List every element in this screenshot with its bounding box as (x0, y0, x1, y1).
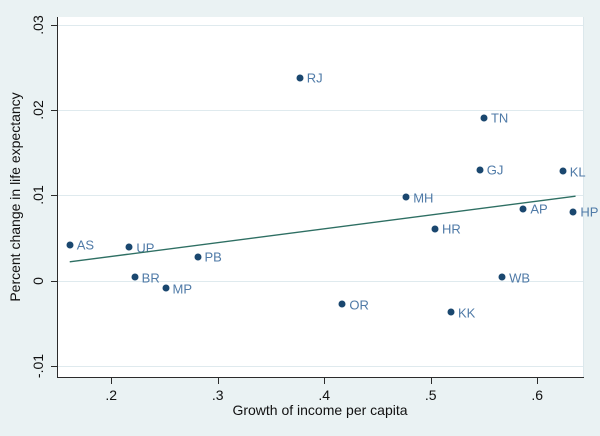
x-axis-title: Growth of income per capita (232, 402, 408, 418)
x-axis-tick (324, 378, 326, 384)
data-point-label: HR (441, 221, 461, 237)
x-axis-line (57, 377, 584, 378)
y-tick-label: -.01 (30, 353, 46, 378)
y-tick-label: 0 (30, 276, 46, 285)
data-point-dot (476, 166, 484, 174)
x-tick-label: .3 (211, 387, 224, 403)
data-point-label: BR (141, 270, 160, 286)
data-point-label: MH (413, 190, 434, 205)
data-point-dot (131, 273, 139, 281)
data-point-dot (296, 74, 304, 82)
y-axis-tick (51, 24, 57, 26)
horizontal-gridline (58, 280, 583, 282)
x-tick-label: .6 (531, 387, 544, 403)
x-tick-label: .4 (318, 387, 331, 403)
data-point-label: KL (569, 164, 586, 180)
data-point-dot (569, 208, 577, 215)
y-axis-tick (51, 109, 57, 111)
x-axis-tick (111, 378, 113, 384)
data-point-dot (480, 114, 488, 122)
data-point-dot (431, 225, 439, 233)
data-point-label: UP (136, 240, 155, 256)
horizontal-gridline (58, 24, 583, 26)
x-axis-tick (217, 378, 219, 384)
data-point-dot (447, 308, 455, 316)
data-point-dot (66, 241, 74, 249)
y-axis-title: Percent change in life expectancy (7, 92, 23, 302)
y-tick-label: .02 (30, 100, 46, 120)
y-axis-tick (51, 365, 57, 367)
data-point-dot (402, 193, 410, 201)
y-axis-tick (51, 280, 57, 282)
y-tick-label: .03 (30, 14, 46, 35)
data-point-dot (338, 300, 346, 308)
horizontal-gridline (58, 195, 583, 197)
data-point-dot (559, 167, 567, 175)
x-tick-label: .2 (105, 387, 118, 403)
data-point-label: MP (172, 281, 193, 297)
horizontal-gridline (58, 109, 583, 111)
data-point-label: GJ (486, 162, 504, 178)
data-point-label: RJ (306, 70, 323, 86)
x-axis-tick (430, 378, 432, 384)
data-point-label: OR (349, 297, 369, 313)
data-point-label: WB (509, 270, 531, 286)
data-point-label: PB (204, 249, 222, 265)
data-point-label: HP (580, 204, 599, 220)
y-axis-line (57, 17, 58, 378)
data-point-dot (194, 253, 201, 261)
x-axis-tick (537, 378, 539, 384)
x-tick-label: .5 (424, 387, 437, 403)
data-point-label: KK (457, 305, 476, 321)
data-point-dot (162, 284, 170, 292)
data-point-label: TN (490, 110, 509, 126)
y-axis-tick (51, 195, 57, 197)
data-point-dot (519, 205, 527, 213)
data-point-dot (125, 243, 133, 251)
y-tick-label: .01 (30, 185, 46, 206)
data-point-label: AP (530, 201, 548, 217)
horizontal-gridline (58, 365, 583, 367)
data-point-dot (498, 273, 506, 281)
data-point-label: AS (76, 237, 95, 253)
